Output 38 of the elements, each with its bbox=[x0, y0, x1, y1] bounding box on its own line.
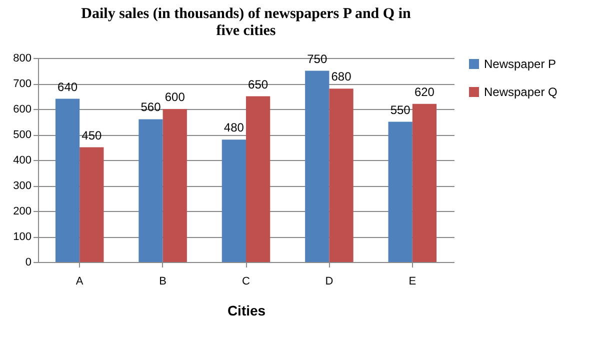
bar bbox=[329, 88, 354, 262]
data-label: 480 bbox=[224, 120, 244, 135]
bar bbox=[305, 70, 330, 262]
y-tick-label: 100 bbox=[13, 231, 32, 243]
y-tick-label: 500 bbox=[13, 129, 32, 141]
data-label: 640 bbox=[58, 80, 78, 94]
x-tick-label: A bbox=[76, 276, 84, 288]
x-tick-label: C bbox=[242, 276, 250, 288]
y-tick-label: 200 bbox=[13, 206, 32, 218]
legend-label: Newspaper Q bbox=[484, 85, 558, 99]
data-label: 450 bbox=[82, 128, 102, 142]
chart-title: Daily sales (in thousands) of newspapers P and Q in five cities bbox=[81, 6, 412, 39]
y-tick-label: 0 bbox=[25, 256, 32, 268]
data-label: 680 bbox=[331, 70, 352, 84]
bar bbox=[55, 98, 80, 262]
bar bbox=[246, 96, 270, 262]
x-axis-title: Cities bbox=[227, 302, 266, 318]
data-label: 550 bbox=[390, 102, 411, 117]
data-label: 620 bbox=[414, 84, 435, 99]
data-label: 750 bbox=[307, 52, 328, 66]
bar bbox=[388, 122, 412, 262]
data-label: 560 bbox=[140, 100, 162, 114]
data-label: 650 bbox=[248, 77, 268, 92]
y-tick-label: 800 bbox=[13, 52, 32, 64]
y-tick-label: 600 bbox=[13, 104, 32, 116]
data-label: 600 bbox=[164, 90, 186, 104]
y-tick-label: 700 bbox=[13, 78, 32, 90]
bar bbox=[138, 119, 163, 262]
bar bbox=[162, 109, 187, 262]
x-tick-label: D bbox=[325, 276, 334, 288]
bar bbox=[412, 104, 437, 262]
y-tick-label: 400 bbox=[13, 154, 32, 166]
bar bbox=[80, 147, 104, 262]
legend-label: Newspaper P bbox=[484, 57, 556, 71]
y-tick-label: 300 bbox=[13, 180, 32, 192]
x-tick-label: B bbox=[159, 276, 166, 288]
bar bbox=[222, 140, 246, 262]
x-tick-label: E bbox=[408, 276, 416, 288]
